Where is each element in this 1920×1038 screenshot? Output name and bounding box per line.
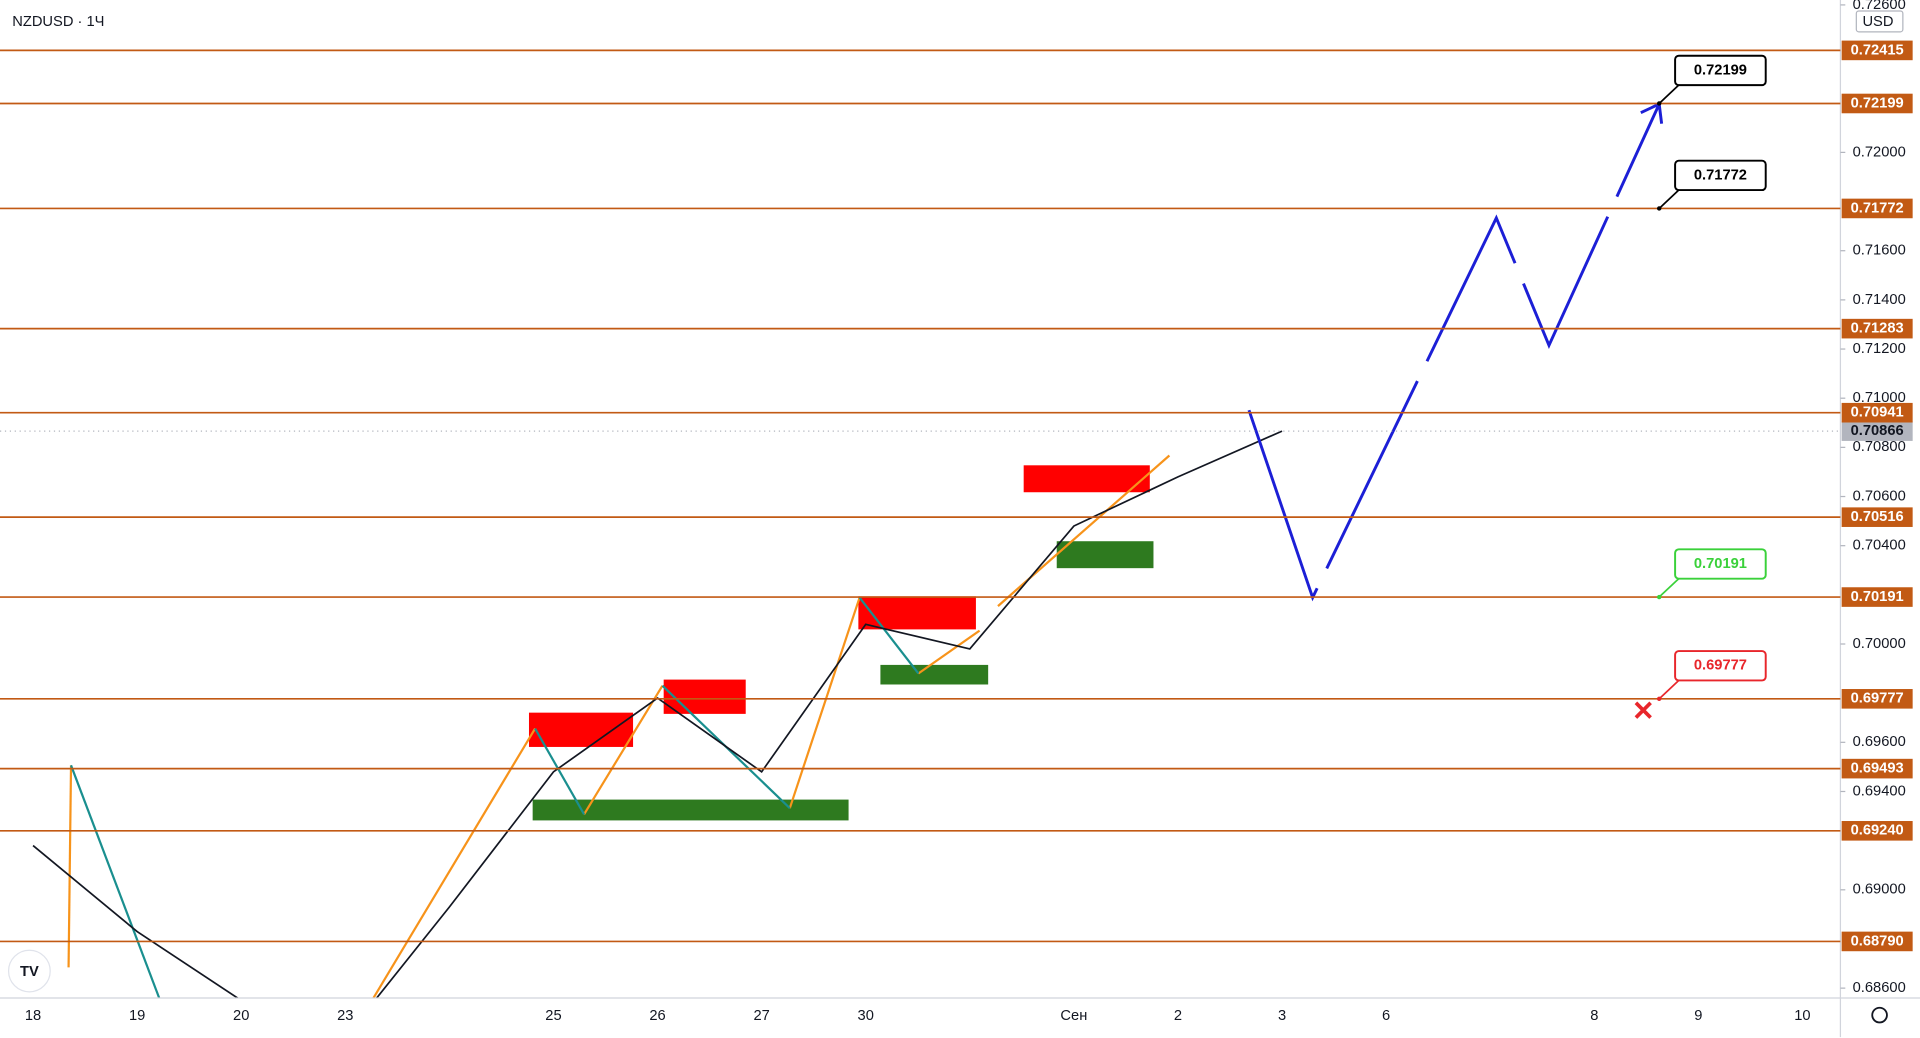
x-tick-label: 26	[649, 1008, 665, 1024]
level-label: 0.71772	[1851, 200, 1904, 216]
y-tick-label: 0.69600	[1853, 734, 1906, 750]
callout-leader	[1658, 678, 1681, 700]
zigzag-up	[917, 629, 981, 675]
level-box	[1841, 689, 1913, 709]
level-box	[1841, 318, 1913, 339]
forecast-arrow	[1247, 101, 1664, 602]
demand-zone	[880, 664, 989, 685]
level-box	[1841, 507, 1913, 527]
level-box	[1841, 587, 1913, 607]
x-tick-label: 8	[1590, 1008, 1598, 1024]
level-label: 0.70941	[1851, 405, 1904, 421]
x-tick-label: 25	[545, 1008, 561, 1024]
level-box	[1841, 758, 1913, 779]
level-label: 0.72199	[1851, 95, 1904, 111]
callout-anchor	[1656, 594, 1662, 600]
x-tick-label: 20	[233, 1008, 249, 1024]
level-label: 0.70191	[1851, 589, 1904, 605]
x-tick-label: Сен	[1060, 1008, 1087, 1024]
x-tick-label: 2	[1174, 1008, 1182, 1024]
zigzag-down	[69, 764, 161, 998]
zigzag-down	[534, 728, 586, 815]
x-tick-label: 23	[337, 1008, 353, 1024]
callout-label: 0.72199	[1694, 62, 1747, 78]
y-tick-label: 0.70800	[1853, 439, 1906, 455]
callout-box	[1674, 650, 1767, 682]
callout-label: 0.69777	[1694, 658, 1747, 674]
x-tick-label: 6	[1382, 1008, 1390, 1024]
callout-label: 0.70191	[1694, 556, 1747, 572]
x-tick-label: 9	[1694, 1008, 1702, 1024]
y-tick-label: 0.69400	[1853, 783, 1906, 799]
y-tick-label: 0.70000	[1853, 636, 1906, 652]
callout-anchor	[1656, 101, 1662, 106]
zigzag-up	[583, 685, 664, 815]
level-label: 0.69240	[1851, 823, 1904, 839]
zigzag-up	[788, 597, 861, 809]
y-tick-label: 0.71600	[1853, 243, 1906, 259]
supply-zone	[858, 596, 976, 630]
current-price-box	[1841, 421, 1913, 441]
callout-anchor	[1656, 696, 1662, 702]
level-label: 0.68790	[1851, 933, 1904, 949]
x-tick-label: 10	[1794, 1008, 1810, 1024]
level-box	[1841, 198, 1913, 219]
zigzag-up	[67, 765, 73, 968]
supply-zone	[528, 712, 634, 747]
level-label: 0.69777	[1851, 691, 1904, 707]
callout-leader	[1658, 576, 1681, 598]
level-label: 0.71283	[1851, 321, 1904, 337]
y-tick-label: 0.69000	[1853, 882, 1906, 898]
callout-leader	[1658, 188, 1681, 210]
callout-label: 0.71772	[1694, 167, 1747, 183]
callout-box	[1674, 54, 1767, 87]
current-price-label: 0.70866	[1851, 423, 1904, 439]
x-tick-label: 27	[753, 1008, 769, 1024]
y-tick-label: 0.71200	[1853, 341, 1906, 357]
supply-zone	[1023, 465, 1150, 493]
callout-box	[1674, 159, 1767, 192]
logo-mark: TV	[20, 964, 39, 980]
plot-area	[32, 430, 1283, 998]
level-label: 0.72415	[1851, 42, 1904, 58]
x-tick-label: 19	[129, 1008, 145, 1024]
demand-zone	[532, 799, 849, 821]
level-label: 0.70516	[1851, 509, 1904, 525]
zigzags	[67, 454, 1171, 998]
level-label: 0.69493	[1851, 761, 1904, 777]
currency-button[interactable]	[1855, 10, 1904, 33]
symbol-title: NZDUSD · 1Ч	[12, 14, 104, 30]
y-tick-label: 0.71400	[1853, 292, 1906, 308]
x-tick-label: 18	[25, 1008, 41, 1024]
supply-zone	[663, 679, 746, 714]
callout-anchor	[1656, 206, 1662, 211]
y-tick-label: 0.70600	[1853, 488, 1906, 504]
zigzag-down	[858, 596, 920, 675]
y-tick-label: 0.71000	[1853, 390, 1906, 406]
callout-leader	[1658, 83, 1681, 105]
level-box	[1841, 931, 1913, 952]
logo	[7, 949, 51, 993]
level-box	[1841, 402, 1913, 423]
stop-mark	[1634, 701, 1652, 719]
y-tick-label: 0.68600	[1853, 980, 1906, 996]
stop-cross	[1634, 701, 1652, 719]
y-tick-label: 0.72000	[1853, 144, 1906, 160]
level-box	[1841, 40, 1913, 61]
x-tick-label: 3	[1278, 1008, 1286, 1024]
forecast-path	[1247, 103, 1661, 602]
callout-box	[1674, 548, 1767, 580]
x-tick-label: 30	[858, 1008, 874, 1024]
demand-zone	[1056, 541, 1154, 569]
zones	[528, 465, 1154, 821]
level-box	[1841, 93, 1913, 114]
y-tick-label: 0.72600	[1853, 0, 1906, 13]
level-box	[1841, 821, 1913, 841]
currency-label[interactable]: USD	[1862, 14, 1893, 30]
y-tick-label: 0.70400	[1853, 538, 1906, 554]
zigzag-up	[372, 728, 537, 998]
settings-button[interactable]	[1871, 1006, 1888, 1024]
